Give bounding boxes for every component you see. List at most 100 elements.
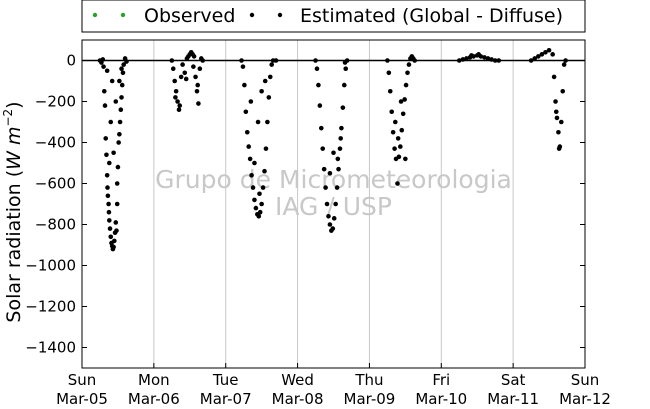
data-point <box>341 82 347 88</box>
legend-frame <box>81 0 586 33</box>
data-point <box>327 222 333 227</box>
data-point <box>117 78 122 84</box>
data-point <box>240 64 246 69</box>
legend-estimated-marker <box>249 12 255 18</box>
data-point <box>197 66 203 71</box>
data-point <box>546 47 552 53</box>
data-point <box>115 164 121 170</box>
data-point <box>343 66 349 71</box>
data-point <box>386 70 392 76</box>
data-point <box>109 78 115 84</box>
data-point <box>405 70 410 76</box>
data-point <box>114 201 120 207</box>
data-point <box>402 97 407 102</box>
y-tick-label: −1200 <box>25 298 76 316</box>
data-point <box>257 209 263 215</box>
data-point <box>456 58 462 63</box>
data-point <box>563 58 568 63</box>
data-point <box>106 209 112 215</box>
data-point <box>252 197 257 203</box>
data-point <box>476 52 481 57</box>
data-point <box>262 168 267 174</box>
data-point <box>191 54 197 59</box>
data-point <box>485 56 491 61</box>
data-point <box>324 201 330 207</box>
data-point <box>118 107 124 112</box>
y-tick-label: −800 <box>35 216 76 234</box>
data-point <box>560 88 566 94</box>
data-point <box>169 58 175 63</box>
data-point <box>175 99 180 104</box>
data-point <box>260 185 266 190</box>
data-points <box>97 47 568 252</box>
data-point <box>561 62 567 67</box>
watermark-line: Grupo de Micrometeorologia <box>155 165 512 194</box>
data-point <box>173 88 179 94</box>
data-point <box>333 201 338 207</box>
y-axis-label: Solar radiation (W m−2) <box>1 101 25 322</box>
data-point <box>330 226 336 231</box>
data-point <box>114 228 119 233</box>
data-point <box>177 103 183 108</box>
x-tick-day-label: Tue <box>212 371 239 389</box>
data-point <box>173 95 178 100</box>
x-tick-date-label: Mar-12 <box>559 390 611 408</box>
x-tick-date-label: Mar-10 <box>415 390 467 408</box>
data-point <box>243 109 249 115</box>
data-point <box>403 82 409 88</box>
data-point <box>269 62 275 67</box>
data-point <box>107 218 112 223</box>
data-point <box>273 58 279 63</box>
data-point <box>112 238 117 244</box>
data-point <box>492 58 498 63</box>
data-point <box>392 146 397 151</box>
y-tick-label: −200 <box>35 93 76 111</box>
data-point <box>119 82 125 88</box>
data-point <box>250 185 256 190</box>
data-point <box>116 140 121 145</box>
y-tick-label: 0 <box>66 52 76 70</box>
y-tick-label: −1000 <box>25 257 76 275</box>
data-point <box>334 185 340 190</box>
data-point <box>553 99 558 104</box>
data-point <box>262 78 268 84</box>
data-point <box>255 119 261 125</box>
y-axis-ticks: 0 −200 −400 −600 −800 −1000 −1200 −1400 <box>25 52 585 357</box>
data-point <box>239 58 244 63</box>
data-point <box>108 234 114 240</box>
data-point <box>182 70 188 76</box>
data-point <box>327 170 333 176</box>
data-point <box>339 125 344 131</box>
data-point <box>556 146 562 151</box>
data-point <box>105 185 110 190</box>
data-point <box>403 156 408 162</box>
data-point <box>469 53 474 58</box>
data-point <box>385 58 390 63</box>
data-point <box>119 66 124 71</box>
data-point <box>244 129 250 135</box>
data-point <box>331 150 336 156</box>
data-point <box>460 57 466 62</box>
data-point <box>265 119 270 125</box>
data-point <box>259 88 264 94</box>
data-point <box>101 64 106 69</box>
data-point <box>100 57 106 62</box>
data-point <box>253 205 259 211</box>
data-point <box>320 146 326 151</box>
data-point <box>102 103 108 108</box>
legend-observed-marker <box>92 12 98 18</box>
data-point <box>242 82 247 88</box>
data-point <box>117 132 122 137</box>
data-point <box>316 82 321 88</box>
data-point <box>550 52 555 57</box>
data-point <box>496 58 502 63</box>
data-point <box>396 154 402 160</box>
data-point <box>398 99 404 104</box>
data-point <box>172 78 177 84</box>
data-point <box>554 115 560 121</box>
data-point <box>105 193 111 199</box>
x-tick-date-label: Mar-09 <box>344 390 396 408</box>
data-point <box>390 129 396 135</box>
x-tick-day-label: Sat <box>501 371 526 389</box>
